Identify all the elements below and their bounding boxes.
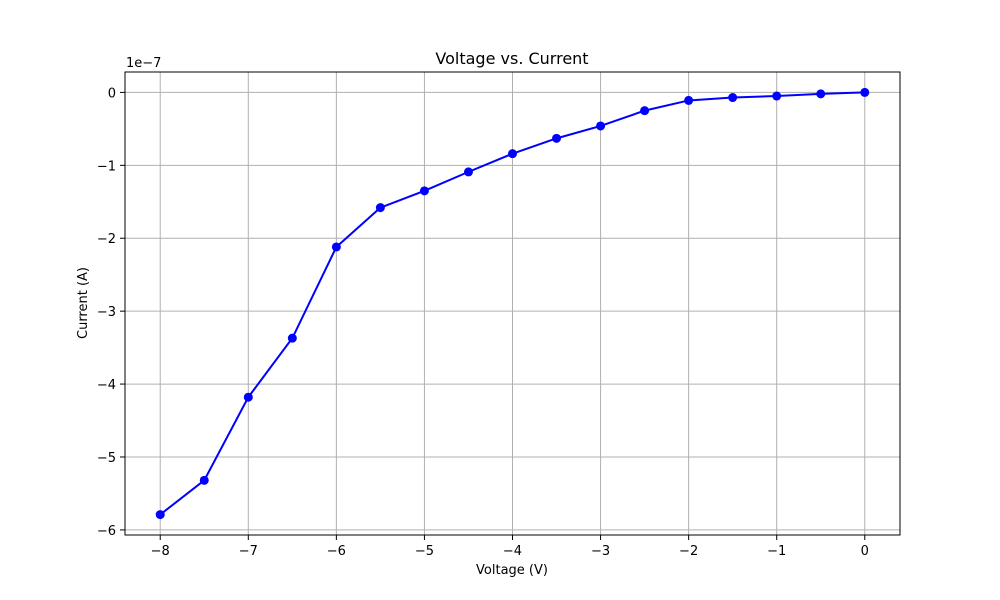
y-tick-label: −3 bbox=[97, 305, 116, 320]
x-axis-label: Voltage (V) bbox=[476, 563, 548, 578]
data-point bbox=[155, 510, 165, 520]
data-point bbox=[243, 392, 253, 402]
x-tick-label: −3 bbox=[591, 544, 610, 559]
chart-title: Voltage vs. Current bbox=[435, 49, 588, 68]
y-tick-label: −5 bbox=[97, 451, 116, 466]
data-point bbox=[684, 95, 694, 105]
data-point bbox=[552, 133, 562, 143]
data-point bbox=[816, 89, 826, 99]
x-tick-label: 0 bbox=[861, 544, 869, 559]
data-point bbox=[772, 91, 782, 101]
x-tick-label: −5 bbox=[415, 544, 434, 559]
grid bbox=[125, 72, 900, 535]
data-point bbox=[508, 149, 517, 159]
data-point bbox=[331, 242, 341, 252]
data-point bbox=[728, 93, 738, 103]
data-point bbox=[463, 167, 473, 177]
x-tick-label: −4 bbox=[503, 544, 522, 559]
x-tick-label: −6 bbox=[327, 544, 346, 559]
data-point bbox=[287, 333, 297, 343]
y-tick-label: −4 bbox=[97, 378, 116, 393]
axis-ticks: −8 −7 −6 −5 −4 −3 −2 −1 0 0 −1 −2 −3 −4 −5 −6 bbox=[97, 86, 869, 559]
data-point bbox=[375, 203, 385, 213]
data-point bbox=[419, 186, 429, 196]
series-layer bbox=[155, 87, 870, 520]
y-tick-label: 0 bbox=[108, 86, 116, 101]
data-point bbox=[596, 121, 606, 131]
y-tick-label: −2 bbox=[97, 232, 116, 247]
data-point bbox=[199, 475, 209, 485]
x-tick-label: −2 bbox=[679, 544, 698, 559]
x-tick-label: −7 bbox=[239, 544, 258, 559]
data-point bbox=[640, 106, 650, 116]
y-tick-label: −1 bbox=[97, 159, 116, 174]
y-axis-label: Current (A) bbox=[76, 267, 91, 339]
y-tick-label: −6 bbox=[97, 524, 116, 539]
x-tick-label: −8 bbox=[151, 544, 170, 559]
data-point bbox=[860, 87, 870, 97]
y-axis-offset-label: 1e−7 bbox=[126, 56, 161, 71]
x-tick-label: −1 bbox=[767, 544, 786, 559]
